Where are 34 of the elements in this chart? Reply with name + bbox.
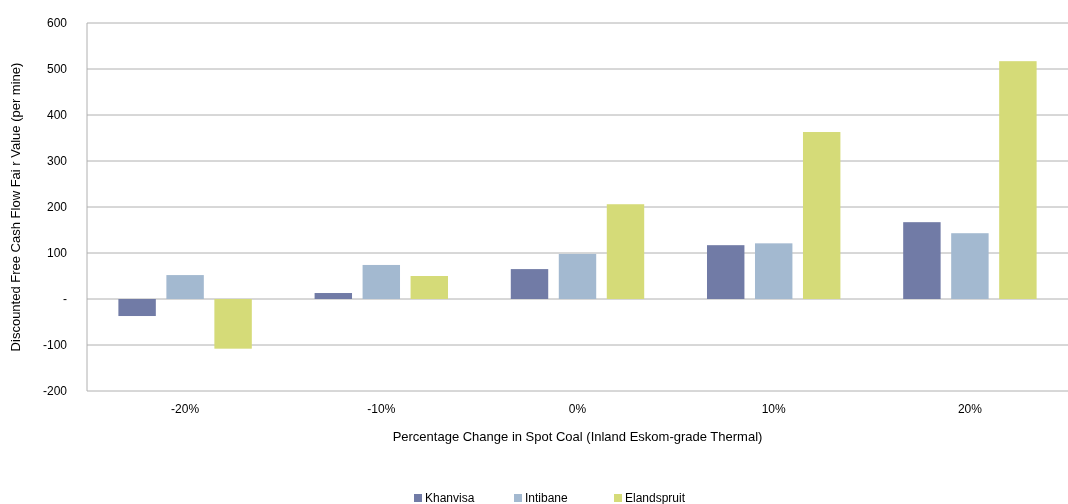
x-tick-label: 10% [761,402,787,416]
bar [166,275,204,299]
bar [951,233,989,299]
y-axis-title: Discounted Free Cash Flow Fai r Value (per mine) [8,62,23,352]
y-tick-label: -100 [42,338,68,353]
legend-label: Khanvisa [425,491,475,504]
bar [558,253,597,299]
bar [606,204,645,299]
bar [706,245,745,299]
bar [754,243,793,299]
bar [999,61,1037,299]
bar [362,264,401,299]
bar [118,299,156,317]
x-tick-label: -10% [367,402,396,416]
bar [314,293,353,299]
y-tick-label: -200 [42,384,68,399]
bar [214,299,252,349]
x-tick-label: 20% [957,402,983,416]
bar [510,269,549,299]
bar [903,222,941,299]
x-tick-label: 0% [568,402,587,416]
y-tick-label: 200 [46,200,68,215]
y-tick-label: 100 [46,246,68,261]
y-tick-label: 300 [46,154,68,169]
legend-label: Elandspruit [625,491,686,504]
y-tick-label: 400 [46,108,68,123]
bar [802,132,841,299]
bar [410,276,449,299]
y-tick-label: 600 [46,16,68,31]
legend-label: Intibane [525,491,569,504]
x-tick-label: -20% [171,402,200,416]
y-tick-label: 500 [46,62,68,77]
x-axis-title: Percentage Change in Spot Coal (Inland Eskom-grade Thermal) [392,429,763,444]
y-tick-label: - [63,292,67,307]
